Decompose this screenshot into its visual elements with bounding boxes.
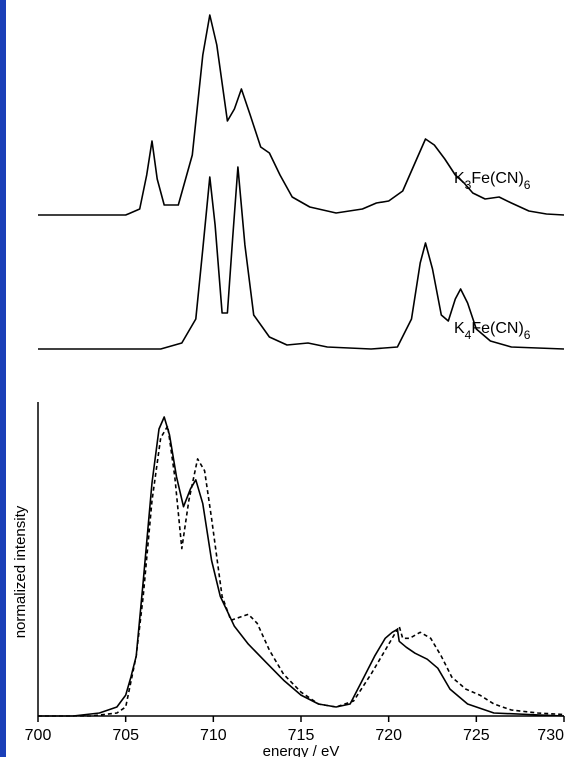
x-tick-label-710: 710 [200, 727, 227, 744]
x-tick-label-725: 725 [463, 727, 490, 744]
spectrum-label-k4: K4Fe(CN)6 [454, 320, 531, 342]
plot-area: 700 705 710 715 720 725 730 [25, 402, 565, 744]
x-tick-label-730: 730 [537, 727, 564, 744]
series-line-solid [38, 416, 565, 717]
x-axis-title: energy / eV [263, 743, 340, 757]
x-tick-label-720: 720 [375, 727, 402, 744]
x-axis-ticks: 700 705 710 715 720 725 730 [25, 716, 565, 744]
spectrum-label-k3: K3Fe(CN)6 [454, 170, 531, 192]
y-axis-title: normalized intensity [12, 505, 29, 638]
spectra-chart: K3Fe(CN)6 K4Fe(CN)6 700 705 710 715 720 725 73… [12, 14, 565, 757]
series-line-dashed [38, 425, 565, 717]
x-tick-label-705: 705 [112, 727, 139, 744]
x-tick-label-700: 700 [25, 727, 52, 744]
series-group [38, 416, 565, 717]
offset-spectrum-line-2 [38, 166, 565, 350]
offset-spectra-group [38, 14, 565, 350]
offset-spectrum-line-1 [38, 14, 565, 216]
figure-frame: K3Fe(CN)6 K4Fe(CN)6 700 705 710 715 720 725 73… [6, 0, 579, 757]
x-tick-label-715: 715 [288, 727, 315, 744]
